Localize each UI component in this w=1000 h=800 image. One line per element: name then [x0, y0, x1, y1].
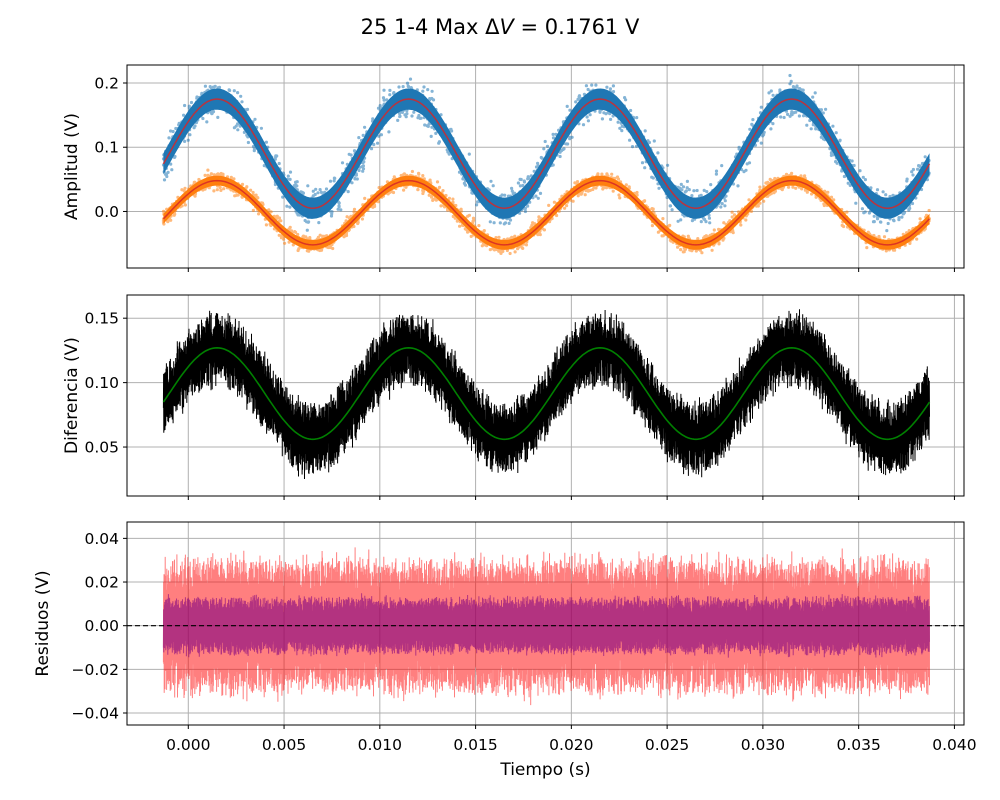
title-prefix: 25 1-4 Max Δ	[361, 15, 500, 39]
title-suffix: = 0.1761 V	[514, 15, 640, 39]
x-axis-label: Tiempo (s)	[499, 760, 590, 780]
x-tick-label: 0.015	[453, 736, 497, 754]
data-points-1	[161, 73, 931, 233]
ticks: 0.05 0.10 0.15	[84, 310, 955, 500]
x-tick-label: 0.025	[645, 736, 689, 754]
y-axis-label: Residuos (V)	[33, 570, 53, 676]
x-tick-label: 0.035	[836, 736, 880, 754]
x-tick-label: 0.005	[262, 736, 306, 754]
y-tick-label: 0.15	[84, 310, 119, 328]
x-tick-label: 0.000	[166, 736, 210, 754]
y-tick-label: 0.0	[94, 203, 119, 221]
ticks: −0.04 −0.02 0.00 0.02 0.04 0.000 0.005 0.010 0.0…	[72, 530, 977, 754]
difference-line	[162, 309, 930, 480]
y-tick-label: 0.10	[84, 374, 119, 392]
fit-line-2	[162, 179, 931, 246]
x-tick-label: 0.030	[741, 736, 785, 754]
axes-frame	[126, 294, 965, 497]
plot-area	[127, 547, 964, 706]
subplot-1: 0.0 0.1 0.2 Amplitud (V)	[62, 64, 965, 272]
x-tick-label: 0.020	[549, 736, 593, 754]
y-tick-label: 0.2	[94, 74, 119, 92]
chart-title: 25 1-4 Max ΔV = 0.1761 V	[361, 15, 640, 39]
y-tick-label: 0.02	[84, 574, 119, 592]
y-tick-label: 0.05	[84, 439, 119, 457]
difference-fit-line	[162, 346, 931, 441]
y-tick-label: 0.1	[94, 139, 119, 157]
fit-line-1	[162, 98, 931, 210]
x-tick-label: 0.010	[358, 736, 402, 754]
plot-area	[161, 73, 932, 256]
y-tick-label: −0.02	[72, 661, 120, 679]
title-symbol: V	[499, 15, 515, 39]
subplots: 0.0 0.1 0.2 Amplitud (V) 0.05 0.10 0.15Diferen…	[33, 64, 977, 780]
subplot-3: −0.04 −0.02 0.00 0.02 0.04 0.000 0.005 0.010 0.0…	[33, 521, 977, 780]
plot-area	[162, 309, 931, 480]
ticks: 0.0 0.1 0.2	[94, 74, 955, 272]
y-tick-label: −0.04	[72, 704, 120, 722]
data-core-band-1	[163, 88, 930, 219]
y-axis-label: Diferencia (V)	[62, 337, 82, 454]
y-tick-label: 0.04	[84, 530, 119, 548]
axes-frame	[126, 521, 965, 726]
x-tick-label: 0.040	[932, 736, 976, 754]
y-axis-label: Amplitud (V)	[62, 113, 82, 220]
axes-frame	[126, 64, 965, 269]
residual-line-2	[162, 593, 930, 658]
y-tick-label: 0.00	[84, 617, 119, 635]
